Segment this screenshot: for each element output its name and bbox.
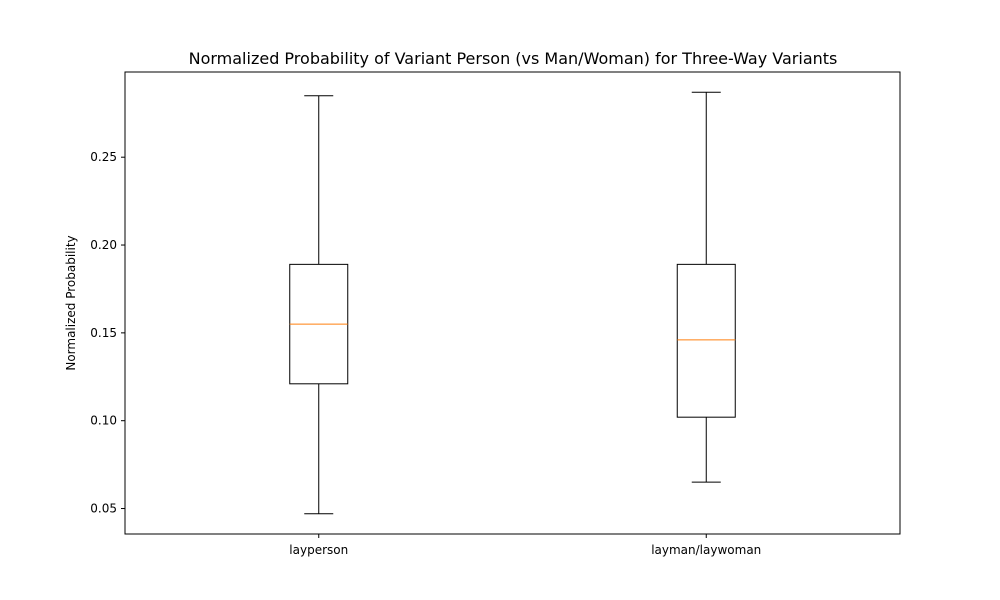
x-tick-label: layman/laywoman bbox=[651, 543, 761, 557]
iqr-box bbox=[676, 263, 736, 418]
y-tick-label: 0.20 bbox=[90, 238, 117, 252]
y-tick-label: 0.25 bbox=[90, 150, 117, 164]
y-tick-label: 0.10 bbox=[90, 414, 117, 428]
box-1 bbox=[289, 95, 349, 515]
box-2 bbox=[676, 91, 736, 483]
y-tick-label: 0.05 bbox=[90, 502, 117, 516]
x-tick-label: layperson bbox=[289, 543, 348, 557]
y-axis: 0.05 0.10 0.15 0.20 0.25 bbox=[90, 150, 125, 516]
chart-title: Normalized Probability of Variant Person… bbox=[189, 49, 838, 68]
box-plot-series bbox=[289, 91, 736, 515]
x-axis: layperson layman/laywoman bbox=[289, 534, 761, 557]
plot-area-frame bbox=[124, 71, 901, 535]
y-axis-label: Normalized Probability bbox=[64, 235, 78, 370]
y-tick-label: 0.15 bbox=[90, 326, 117, 340]
